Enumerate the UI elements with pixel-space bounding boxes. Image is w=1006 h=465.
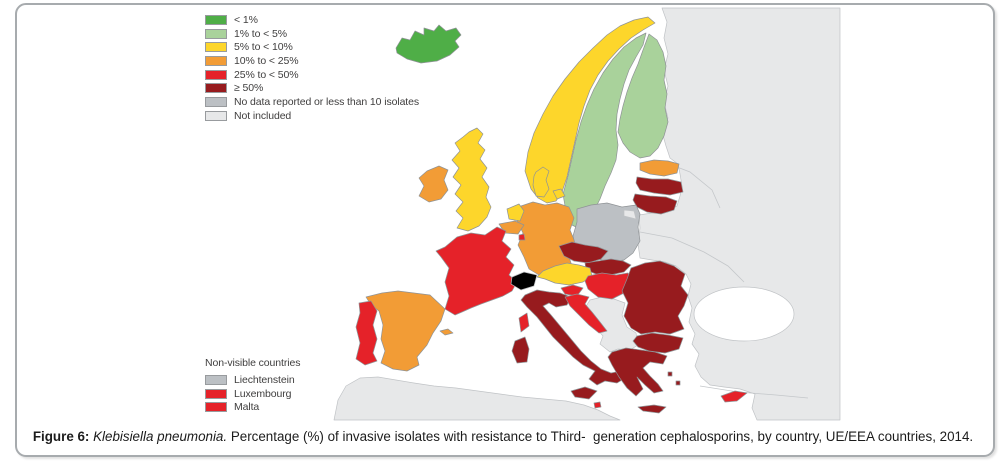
country-italy-sicily bbox=[570, 386, 598, 400]
country-spain bbox=[365, 290, 446, 372]
legend-item: 5% to < 10% bbox=[205, 40, 419, 54]
legend-label: Liechtenstein bbox=[234, 373, 295, 386]
figure-caption: Figure 6: Klebisiella pneumonia. Percent… bbox=[0, 429, 1006, 444]
legend-label: ≥ 50% bbox=[234, 82, 264, 95]
country-france-corsica bbox=[518, 312, 530, 333]
legend-label: 10% to < 25% bbox=[234, 54, 299, 67]
country-cyprus bbox=[720, 390, 748, 403]
border-decoration bbox=[699, 385, 809, 399]
country-iceland bbox=[395, 24, 462, 64]
country-united-kingdom bbox=[451, 127, 492, 232]
legend-swatch bbox=[205, 83, 227, 94]
legend-swatch bbox=[205, 96, 227, 107]
legend-label: No data reported or less than 10 isolate… bbox=[234, 95, 420, 108]
legend-label: 25% to < 50% bbox=[234, 68, 299, 81]
country-latvia bbox=[635, 176, 684, 196]
legend-item: Liechtenstein bbox=[205, 373, 300, 387]
black-sea bbox=[693, 286, 795, 342]
country-portugal bbox=[355, 300, 378, 366]
region-north-africa bbox=[333, 376, 621, 421]
legend-item: Malta bbox=[205, 400, 300, 414]
country-greece bbox=[607, 347, 668, 397]
country-romania bbox=[621, 260, 689, 335]
country-ireland bbox=[418, 165, 449, 203]
legend-item: < 1% bbox=[205, 13, 419, 27]
legend-item: No data reported or less than 10 isolate… bbox=[205, 95, 419, 109]
region-eastern-europe bbox=[637, 7, 841, 421]
legend-label: < 1% bbox=[234, 13, 258, 26]
caption-text: Percentage (%) of invasive isolates with… bbox=[227, 429, 974, 444]
legend-swatch bbox=[205, 402, 227, 413]
legend-swatch bbox=[205, 110, 227, 121]
country-slovenia bbox=[560, 284, 584, 297]
country-luxembourg bbox=[518, 233, 526, 241]
map-legend: < 1% 1% to < 5% 5% to < 10% 10% to < 25%… bbox=[205, 13, 419, 123]
legend-swatch bbox=[205, 14, 227, 25]
country-switzerland bbox=[510, 271, 538, 291]
country-denmark bbox=[532, 166, 550, 198]
legend-swatch bbox=[205, 55, 227, 66]
country-malta bbox=[593, 401, 602, 409]
legend-label: Luxembourg bbox=[234, 387, 292, 400]
country-spain-balearics bbox=[439, 328, 454, 336]
legend-swatch bbox=[205, 42, 227, 53]
caption-figure-label: Figure 6: bbox=[32, 429, 94, 444]
country-czech-republic bbox=[558, 241, 609, 264]
country-italy-sardinia bbox=[511, 336, 530, 364]
country-greece-island bbox=[667, 371, 673, 377]
legend-item: ≥ 50% bbox=[205, 81, 419, 95]
country-netherlands bbox=[506, 203, 525, 222]
legend-swatch bbox=[205, 388, 227, 399]
legend-label: 5% to < 10% bbox=[234, 41, 293, 54]
legend-label: Malta bbox=[234, 401, 260, 414]
country-denmark-island bbox=[552, 188, 566, 200]
legend-label: 1% to < 5% bbox=[234, 27, 287, 40]
legend-item: Not included bbox=[205, 109, 419, 123]
country-lithuania bbox=[632, 193, 678, 215]
legend-item: 1% to < 5% bbox=[205, 27, 419, 41]
country-finland bbox=[617, 33, 669, 159]
border-decoration bbox=[639, 231, 745, 283]
non-visible-legend: Non-visible countries Liechtenstein Luxe… bbox=[205, 357, 300, 414]
caption-species: Klebisiella pneumonia. bbox=[93, 429, 228, 444]
legend-item: Luxembourg bbox=[205, 387, 300, 401]
legend-item: 25% to < 50% bbox=[205, 68, 419, 82]
legend-item: 10% to < 25% bbox=[205, 54, 419, 68]
country-greece-island bbox=[675, 380, 681, 386]
country-france bbox=[435, 226, 518, 316]
legend-label: Not included bbox=[234, 109, 292, 122]
legend-swatch bbox=[205, 374, 227, 385]
country-bulgaria bbox=[632, 332, 684, 354]
legend-swatch bbox=[205, 69, 227, 80]
non-visible-legend-title: Non-visible countries bbox=[205, 357, 301, 369]
country-estonia bbox=[639, 159, 680, 177]
country-croatia bbox=[564, 293, 608, 334]
country-greece-crete bbox=[637, 404, 667, 414]
legend-swatch bbox=[205, 28, 227, 39]
region-kaliningrad bbox=[623, 209, 637, 220]
country-norway bbox=[524, 16, 656, 204]
